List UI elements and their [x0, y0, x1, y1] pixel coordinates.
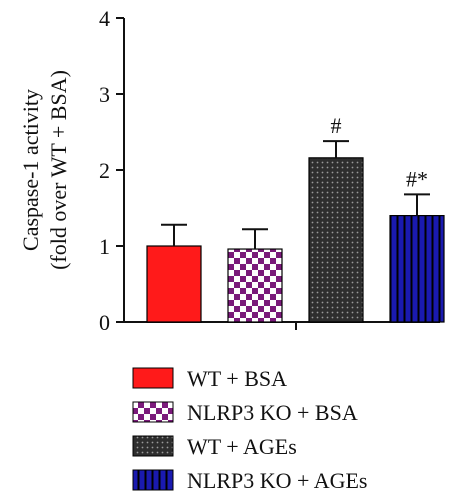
legend: WT + BSA NLRP3 KO + BSA WT + AGEs NLRP3 KO … [132, 366, 367, 493]
y-tick-label: 1 [99, 234, 110, 259]
legend-label: NLRP3 KO + AGEs [187, 468, 367, 493]
bar [389, 215, 445, 323]
legend-label: WT + AGEs [187, 434, 297, 459]
legend-label: NLRP3 KO + BSA [187, 400, 358, 425]
legend-swatch [132, 367, 174, 389]
bars: # #* [146, 113, 445, 323]
legend-swatch [132, 469, 174, 491]
y-tick-label: 0 [99, 310, 110, 335]
y-axis-label-line: Caspase-1 activity [18, 89, 43, 251]
significance-label: # [331, 113, 342, 138]
bar [227, 248, 283, 323]
bar [146, 245, 202, 323]
legend-swatch [132, 435, 174, 457]
legend-swatch [132, 401, 174, 423]
legend-label: WT + BSA [187, 366, 287, 391]
y-axis-label-line: (fold over WT + BSA) [46, 70, 71, 270]
y-tick-label: 2 [99, 158, 110, 183]
y-tick-label: 3 [99, 82, 110, 107]
significance-label: #* [406, 166, 428, 191]
bar [308, 157, 364, 323]
y-tick-label: 4 [99, 6, 110, 31]
y-axis-label: Caspase-1 activity (fold over WT + BSA) [18, 70, 71, 270]
